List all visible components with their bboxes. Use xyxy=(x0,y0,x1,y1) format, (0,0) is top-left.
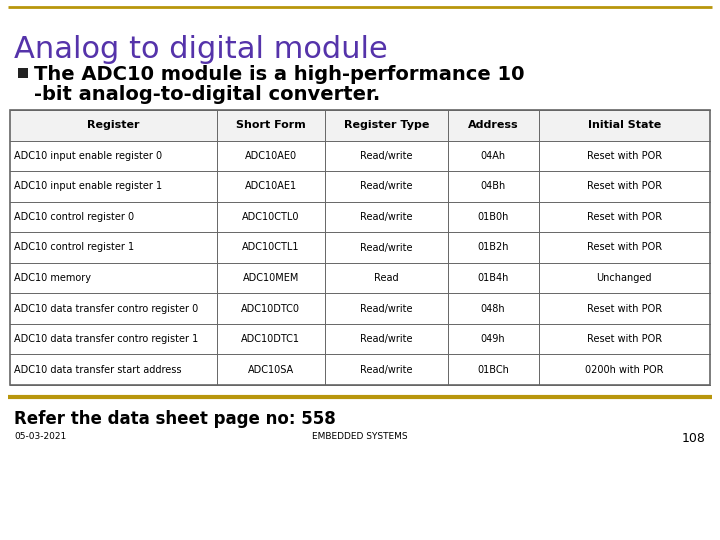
Text: Reset with POR: Reset with POR xyxy=(587,212,662,222)
Text: Short Form: Short Form xyxy=(236,120,305,130)
Text: Reset with POR: Reset with POR xyxy=(587,181,662,191)
Text: EMBEDDED SYSTEMS: EMBEDDED SYSTEMS xyxy=(312,432,408,441)
Text: Read/write: Read/write xyxy=(360,334,413,344)
Text: ADC10MEM: ADC10MEM xyxy=(243,273,299,283)
Text: Reset with POR: Reset with POR xyxy=(587,303,662,314)
Text: 01B0h: 01B0h xyxy=(477,212,509,222)
Text: Read/write: Read/write xyxy=(360,212,413,222)
Text: 108: 108 xyxy=(682,432,706,445)
Text: ADC10 input enable register 0: ADC10 input enable register 0 xyxy=(14,151,162,161)
Text: Reset with POR: Reset with POR xyxy=(587,151,662,161)
Text: 01B2h: 01B2h xyxy=(477,242,509,253)
Text: Read/write: Read/write xyxy=(360,151,413,161)
Text: Read/write: Read/write xyxy=(360,181,413,191)
Text: 01BCh: 01BCh xyxy=(477,364,509,375)
Text: ADC10 input enable register 1: ADC10 input enable register 1 xyxy=(14,181,162,191)
Bar xyxy=(10,354,710,385)
Text: ADC10 control register 1: ADC10 control register 1 xyxy=(14,242,134,253)
Bar xyxy=(10,324,710,354)
Text: Read/write: Read/write xyxy=(360,242,413,253)
Text: 05-03-2021: 05-03-2021 xyxy=(14,432,66,441)
Bar xyxy=(10,263,710,293)
Text: Reset with POR: Reset with POR xyxy=(587,334,662,344)
Text: Read/write: Read/write xyxy=(360,303,413,314)
Text: ADC10AE1: ADC10AE1 xyxy=(245,181,297,191)
Text: 048h: 048h xyxy=(481,303,505,314)
Text: The ADC10 module is a high-performance 10: The ADC10 module is a high-performance 1… xyxy=(34,65,524,84)
Text: Register Type: Register Type xyxy=(343,120,429,130)
Text: 0200h with POR: 0200h with POR xyxy=(585,364,664,375)
Bar xyxy=(18,68,28,78)
Bar xyxy=(10,293,710,324)
Text: Address: Address xyxy=(468,120,518,130)
Text: 01B4h: 01B4h xyxy=(477,273,509,283)
Text: ADC10 memory: ADC10 memory xyxy=(14,273,91,283)
Text: 04Ah: 04Ah xyxy=(480,151,505,161)
Text: 049h: 049h xyxy=(481,334,505,344)
Bar xyxy=(10,171,710,201)
Text: Reset with POR: Reset with POR xyxy=(587,242,662,253)
Text: Read/write: Read/write xyxy=(360,364,413,375)
Text: ADC10DTC1: ADC10DTC1 xyxy=(241,334,300,344)
Text: ADC10AE0: ADC10AE0 xyxy=(245,151,297,161)
Text: ADC10DTC0: ADC10DTC0 xyxy=(241,303,300,314)
Text: ADC10 data transfer contro register 1: ADC10 data transfer contro register 1 xyxy=(14,334,198,344)
Bar xyxy=(10,110,710,385)
Text: ADC10SA: ADC10SA xyxy=(248,364,294,375)
Text: 04Bh: 04Bh xyxy=(480,181,505,191)
Text: Refer the data sheet page no: 558: Refer the data sheet page no: 558 xyxy=(14,410,336,428)
Bar xyxy=(10,201,710,232)
Bar xyxy=(10,232,710,263)
Text: Initial State: Initial State xyxy=(588,120,661,130)
Text: ADC10CTL0: ADC10CTL0 xyxy=(242,212,300,222)
Text: Read: Read xyxy=(374,273,399,283)
Text: Unchanged: Unchanged xyxy=(596,273,652,283)
Text: -bit analog-to-digital converter.: -bit analog-to-digital converter. xyxy=(34,85,380,104)
Text: ADC10 data transfer contro register 0: ADC10 data transfer contro register 0 xyxy=(14,303,198,314)
Text: ADC10CTL1: ADC10CTL1 xyxy=(242,242,300,253)
Text: Register: Register xyxy=(87,120,140,130)
Bar xyxy=(10,140,710,171)
Bar xyxy=(10,110,710,140)
Text: ADC10 data transfer start address: ADC10 data transfer start address xyxy=(14,364,181,375)
Text: Analog to digital module: Analog to digital module xyxy=(14,35,388,64)
Text: ADC10 control register 0: ADC10 control register 0 xyxy=(14,212,134,222)
